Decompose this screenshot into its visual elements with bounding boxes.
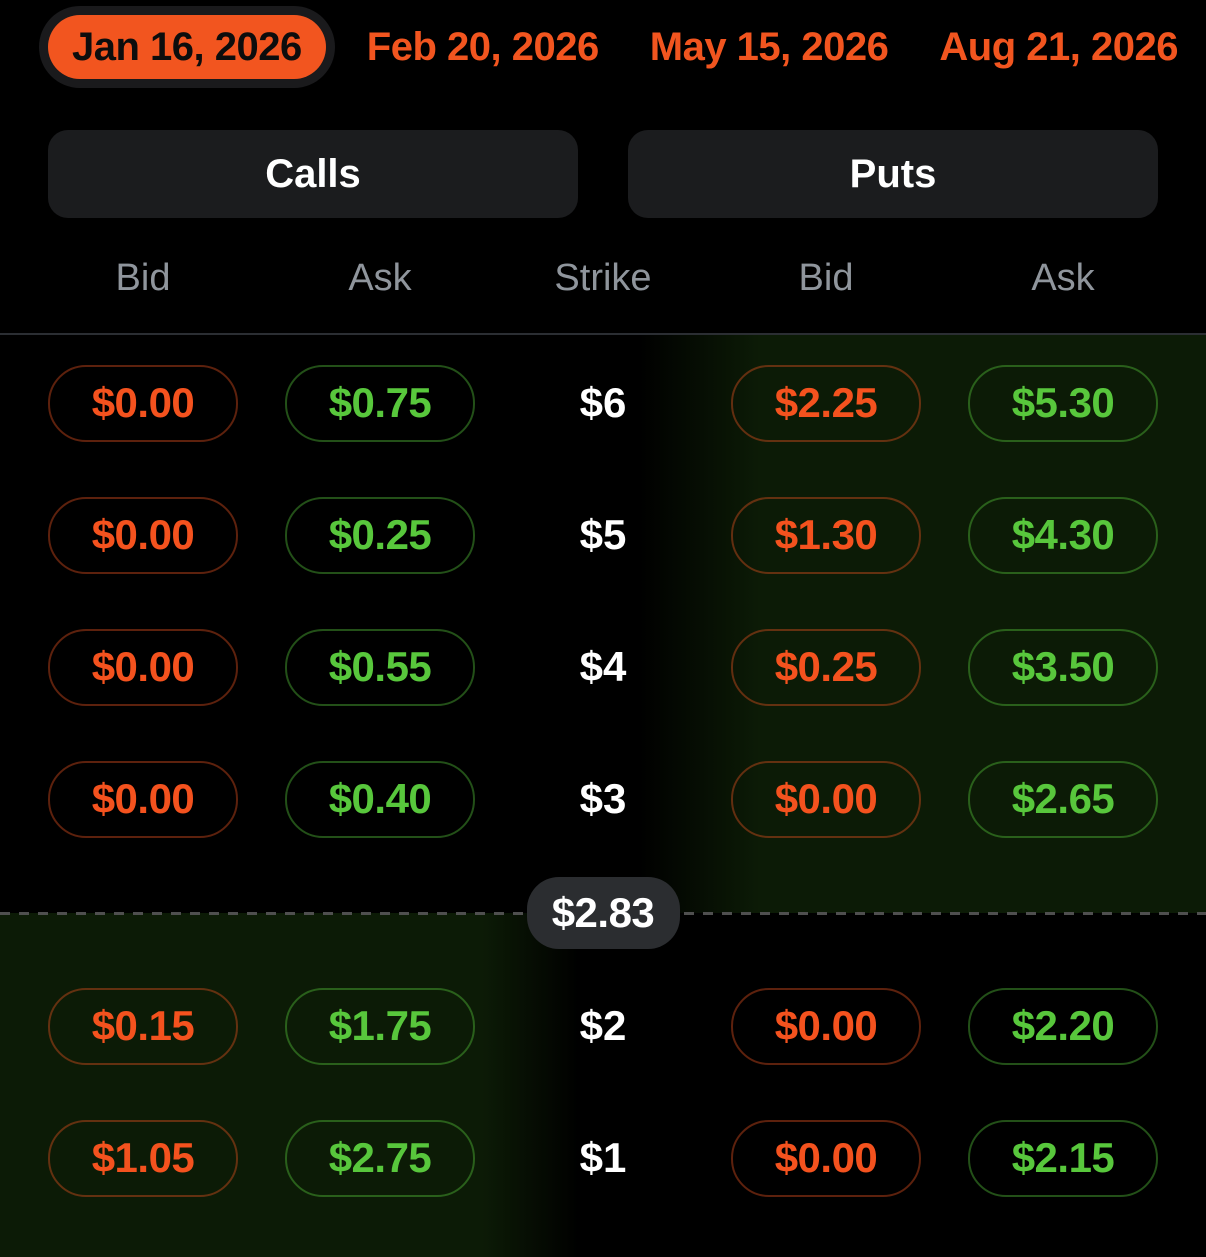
put-ask-button[interactable]: $4.30 xyxy=(968,496,1158,574)
expiration-tab-may-15-2026[interactable]: May 15, 2026 xyxy=(640,15,899,79)
expiration-tab-aug-21-2026[interactable]: Aug 21, 2026 xyxy=(929,15,1188,79)
put-bid-button[interactable]: $0.00 xyxy=(731,760,921,838)
option-row-strike-1: $1.05 $2.75 $1 $0.00 $2.15 xyxy=(0,1092,1206,1224)
option-side-toggle: Calls Puts xyxy=(48,130,1158,218)
header-put-ask: Ask xyxy=(1031,257,1095,299)
header-put-bid: Bid xyxy=(798,257,854,299)
option-row-strike-4: $0.00 $0.55 $4 $0.25 $3.50 xyxy=(0,601,1206,733)
header-divider xyxy=(0,333,1206,335)
call-ask-button[interactable]: $0.25 xyxy=(285,496,475,574)
put-bid-button[interactable]: $2.25 xyxy=(731,364,921,442)
strike-label: $1 xyxy=(579,1134,627,1181)
call-ask-button[interactable]: $0.55 xyxy=(285,628,475,706)
expiration-tabs: Jan 16, 2026 Feb 20, 2026 May 15, 2026 A… xyxy=(48,15,1188,79)
current-price-row: $2.83 xyxy=(0,865,1206,960)
call-ask-button[interactable]: $0.40 xyxy=(285,760,475,838)
expiration-tab-feb-20-2026[interactable]: Feb 20, 2026 xyxy=(357,15,609,79)
puts-button[interactable]: Puts xyxy=(628,130,1158,218)
header-call-bid: Bid xyxy=(115,257,171,299)
option-row-strike-6: $0.00 $0.75 $6 $2.25 $5.30 xyxy=(0,337,1206,469)
put-ask-button[interactable]: $2.65 xyxy=(968,760,1158,838)
strike-label: $6 xyxy=(579,379,627,426)
put-bid-button[interactable]: $0.25 xyxy=(731,628,921,706)
option-chain-table: $0.00 $0.75 $6 $2.25 $5.30 $0.00 $0.25 $… xyxy=(0,335,1206,1257)
put-ask-button[interactable]: $2.20 xyxy=(968,987,1158,1065)
call-bid-button[interactable]: $0.00 xyxy=(48,364,238,442)
header-call-ask: Ask xyxy=(348,257,412,299)
put-bid-button[interactable]: $0.00 xyxy=(731,987,921,1065)
column-headers: Bid Ask Strike Bid Ask xyxy=(0,256,1206,300)
option-row-strike-5: $0.00 $0.25 $5 $1.30 $4.30 xyxy=(0,469,1206,601)
call-bid-button[interactable]: $0.00 xyxy=(48,496,238,574)
call-bid-button[interactable]: $0.15 xyxy=(48,987,238,1065)
current-price-badge: $2.83 xyxy=(526,876,680,949)
strike-label: $2 xyxy=(579,1002,627,1049)
call-ask-button[interactable]: $2.75 xyxy=(285,1119,475,1197)
put-ask-button[interactable]: $2.15 xyxy=(968,1119,1158,1197)
call-ask-button[interactable]: $0.75 xyxy=(285,364,475,442)
calls-button[interactable]: Calls xyxy=(48,130,578,218)
strike-label: $4 xyxy=(579,643,627,690)
put-bid-button[interactable]: $1.30 xyxy=(731,496,921,574)
call-bid-button[interactable]: $0.00 xyxy=(48,628,238,706)
put-bid-button[interactable]: $0.00 xyxy=(731,1119,921,1197)
strike-label: $3 xyxy=(579,775,627,822)
put-ask-button[interactable]: $5.30 xyxy=(968,364,1158,442)
option-row-strike-2: $0.15 $1.75 $2 $0.00 $2.20 xyxy=(0,960,1206,1092)
expiration-tab-jan-16-2026[interactable]: Jan 16, 2026 xyxy=(48,15,326,79)
option-row-strike-3: $0.00 $0.40 $3 $0.00 $2.65 xyxy=(0,733,1206,865)
call-ask-button[interactable]: $1.75 xyxy=(285,987,475,1065)
header-strike: Strike xyxy=(554,257,652,299)
put-ask-button[interactable]: $3.50 xyxy=(968,628,1158,706)
strike-label: $5 xyxy=(579,511,627,558)
call-bid-button[interactable]: $1.05 xyxy=(48,1119,238,1197)
call-bid-button[interactable]: $0.00 xyxy=(48,760,238,838)
